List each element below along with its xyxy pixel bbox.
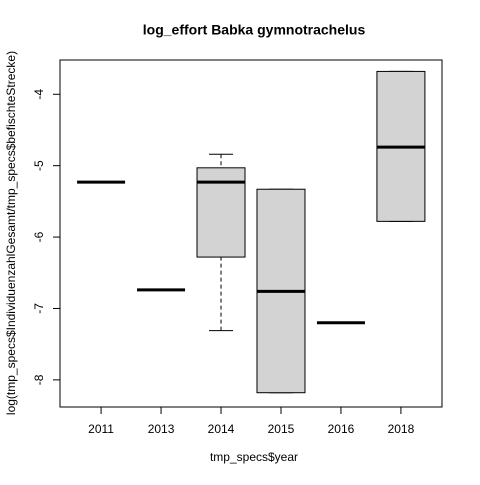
y-tick-label: -8 xyxy=(32,374,46,385)
x-axis-label: tmp_specs$year xyxy=(210,450,298,464)
y-axis-label: log(tmp_specs$IndividuenzahlGesamt/tmp_s… xyxy=(4,51,18,415)
x-tick-label: 2018 xyxy=(388,422,415,436)
chart-title: log_effort Babka gymnotrachelus xyxy=(143,22,366,38)
x-tick-label: 2016 xyxy=(328,422,355,436)
x-tick-label: 2014 xyxy=(208,422,235,436)
y-tick-label: -4 xyxy=(32,89,46,100)
x-tick-label: 2011 xyxy=(88,422,114,436)
x-tick-label: 2013 xyxy=(148,422,175,436)
y-tick-label: -6 xyxy=(32,231,46,242)
plot-frame xyxy=(59,59,443,408)
y-tick-label: -5 xyxy=(32,160,46,171)
y-tick-label: -7 xyxy=(32,303,46,314)
x-tick-label: 2015 xyxy=(268,422,295,436)
